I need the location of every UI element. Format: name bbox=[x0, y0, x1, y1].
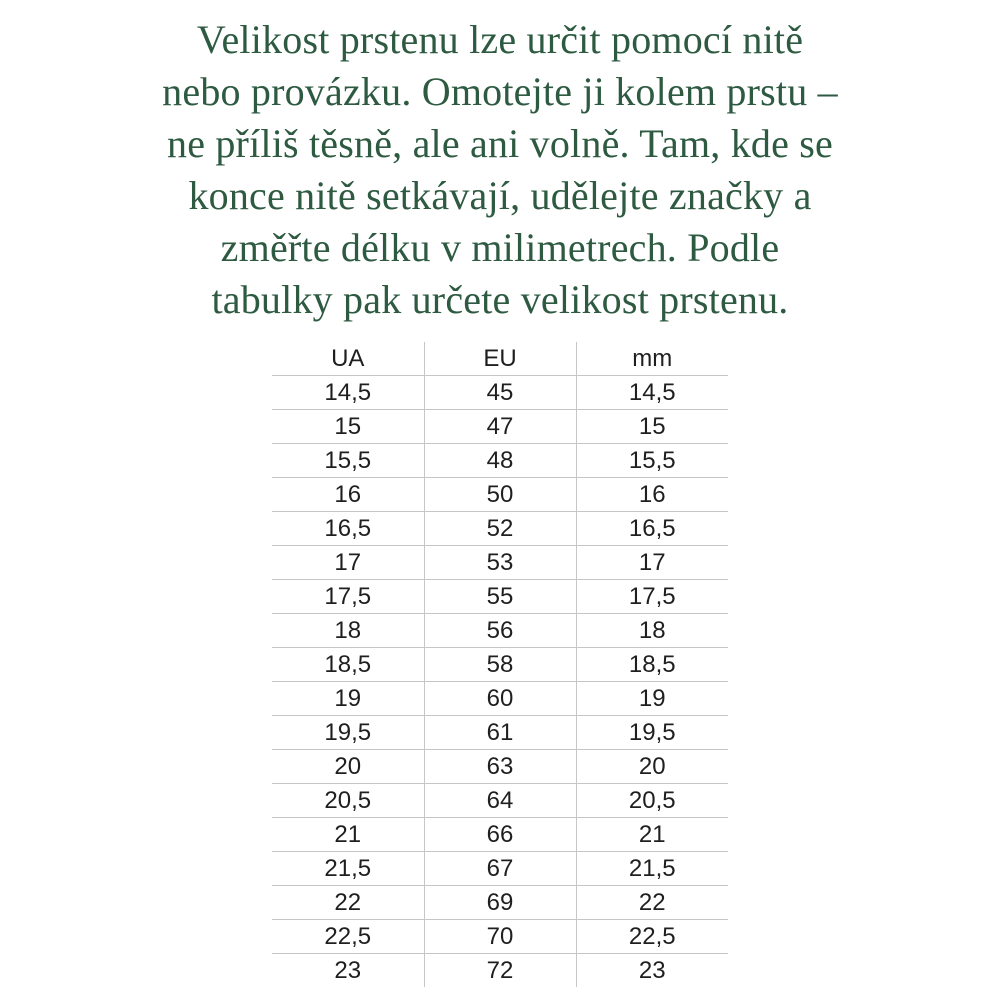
cell-ua: 19,5 bbox=[272, 715, 424, 750]
intro-line: nebo provázku. Omotejte ji kolem prstu – bbox=[162, 69, 838, 114]
table-row: 16 50 16 bbox=[272, 477, 728, 512]
cell-eu: 45 bbox=[423, 375, 577, 410]
table-row: 22,5 70 22,5 bbox=[272, 919, 728, 954]
table-row: 23 72 23 bbox=[272, 953, 728, 987]
cell-mm: 16 bbox=[576, 477, 728, 512]
table-row: 19,5 61 19,5 bbox=[272, 715, 728, 750]
cell-mm: 20,5 bbox=[576, 783, 728, 818]
cell-ua: 17,5 bbox=[272, 579, 424, 614]
cell-mm: 15 bbox=[576, 409, 728, 444]
table-row: 22 69 22 bbox=[272, 885, 728, 920]
cell-ua: 21,5 bbox=[272, 851, 424, 886]
cell-ua: 21 bbox=[272, 817, 424, 852]
cell-eu: 66 bbox=[423, 817, 577, 852]
intro-line: konce nitě setkávají, udělejte značky a bbox=[188, 173, 812, 218]
cell-eu: 50 bbox=[423, 477, 577, 512]
cell-mm: 22 bbox=[576, 885, 728, 920]
table-row: 18,5 58 18,5 bbox=[272, 647, 728, 682]
cell-eu: 61 bbox=[423, 715, 577, 750]
cell-eu: 70 bbox=[423, 919, 577, 954]
col-header-mm: mm bbox=[632, 344, 673, 372]
cell-mm: 18,5 bbox=[576, 647, 728, 682]
intro-text: Velikost prstenu lze určit pomocí nitě ne… bbox=[0, 0, 1000, 326]
cell-eu: 48 bbox=[423, 443, 577, 478]
table-row: 19 60 19 bbox=[272, 681, 728, 716]
col-header-eu: EU bbox=[423, 342, 577, 376]
table-row: 21,5 67 21,5 bbox=[272, 851, 728, 886]
cell-ua: 19 bbox=[272, 681, 424, 716]
cell-eu: 58 bbox=[423, 647, 577, 682]
table-row: 15 47 15 bbox=[272, 409, 728, 444]
cell-eu: 67 bbox=[423, 851, 577, 886]
intro-line: změřte délku v milimetrech. Podle bbox=[220, 225, 780, 270]
cell-ua: 18 bbox=[272, 613, 424, 648]
cell-ua: 20,5 bbox=[272, 783, 424, 818]
cell-eu: 69 bbox=[423, 885, 577, 920]
cell-eu: 72 bbox=[423, 953, 577, 987]
cell-eu: 60 bbox=[423, 681, 577, 716]
cell-mm: 20 bbox=[576, 749, 728, 784]
cell-ua: 22,5 bbox=[272, 919, 424, 954]
cell-mm: 23 bbox=[576, 953, 728, 987]
cell-mm: 14,5 bbox=[576, 375, 728, 410]
cell-mm: 21,5 bbox=[576, 851, 728, 886]
cell-ua: 18,5 bbox=[272, 647, 424, 682]
table-row: 20,5 64 20,5 bbox=[272, 783, 728, 818]
cell-eu: 47 bbox=[423, 409, 577, 444]
cell-ua: 17 bbox=[272, 545, 424, 580]
cell-mm: 22,5 bbox=[576, 919, 728, 954]
cell-eu: 64 bbox=[423, 783, 577, 818]
intro-line: Velikost prstenu lze určit pomocí nitě bbox=[196, 17, 804, 62]
ring-size-table: UA EU mm 14,5 45 14,5 15 47 15 15,5 48 1… bbox=[272, 342, 728, 987]
cell-eu: 63 bbox=[423, 749, 577, 784]
cell-ua: 22 bbox=[272, 885, 424, 920]
cell-eu: 55 bbox=[423, 579, 577, 614]
table-row: 17,5 55 17,5 bbox=[272, 579, 728, 614]
cell-mm: 15,5 bbox=[576, 443, 728, 478]
cell-mm: 17 bbox=[576, 545, 728, 580]
table-row: 17 53 17 bbox=[272, 545, 728, 580]
cell-mm: 18 bbox=[576, 613, 728, 648]
cell-eu: 56 bbox=[423, 613, 577, 648]
table-row: 16,5 52 16,5 bbox=[272, 511, 728, 546]
table-row: 14,5 45 14,5 bbox=[272, 375, 728, 410]
cell-ua: 20 bbox=[272, 749, 424, 784]
table-row: 21 66 21 bbox=[272, 817, 728, 852]
table-row: 20 63 20 bbox=[272, 749, 728, 784]
intro-line: ne příliš těsně, ale ani volně. Tam, kde… bbox=[167, 121, 833, 166]
cell-ua: 15,5 bbox=[272, 443, 424, 478]
cell-mm: 19,5 bbox=[576, 715, 728, 750]
cell-ua: 15 bbox=[272, 409, 424, 444]
cell-mm: 17,5 bbox=[576, 579, 728, 614]
cell-mm: 21 bbox=[576, 817, 728, 852]
cell-mm: 19 bbox=[576, 681, 728, 716]
cell-eu: 52 bbox=[423, 511, 577, 546]
intro-line: tabulky pak určete velikost prstenu. bbox=[211, 277, 789, 322]
cell-ua: 23 bbox=[272, 953, 424, 987]
table-row: 18 56 18 bbox=[272, 613, 728, 648]
cell-ua: 16,5 bbox=[272, 511, 424, 546]
cell-ua: 14,5 bbox=[272, 375, 424, 410]
cell-eu: 53 bbox=[423, 545, 577, 580]
table-header-row: UA EU mm bbox=[272, 342, 728, 376]
cell-mm: 16,5 bbox=[576, 511, 728, 546]
cell-ua: 16 bbox=[272, 477, 424, 512]
col-header-ua: UA bbox=[331, 344, 365, 372]
table-row: 15,5 48 15,5 bbox=[272, 443, 728, 478]
